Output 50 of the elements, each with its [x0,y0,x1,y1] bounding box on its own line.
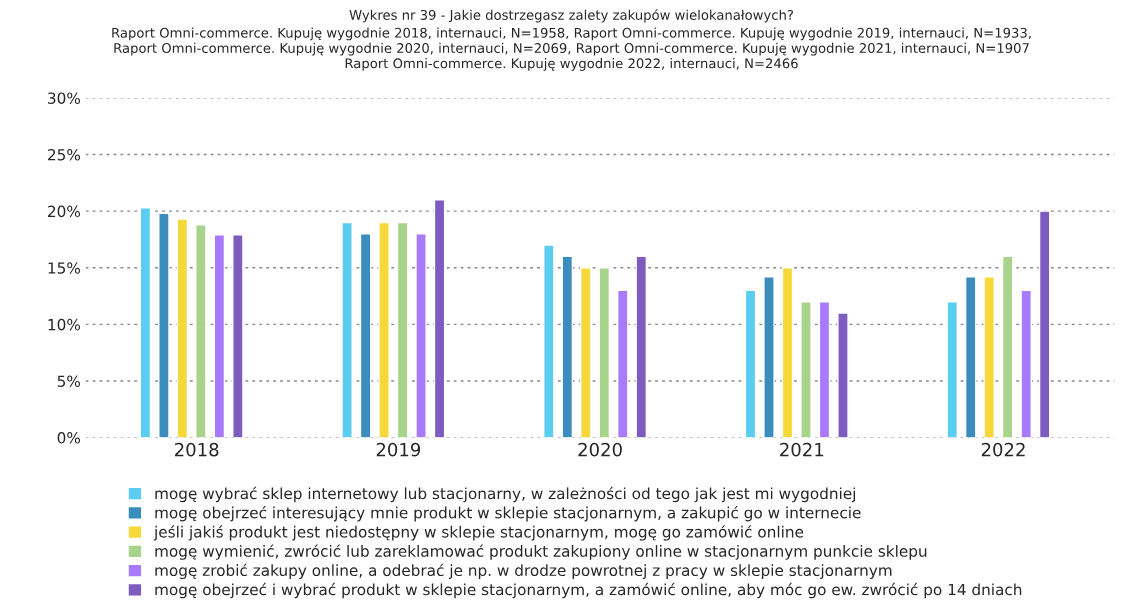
x-tick-label: 2020 [578,442,622,457]
bar [964,276,977,438]
bar [1020,289,1032,438]
bar [837,312,849,438]
legend-label: mogę obejrzeć interesujący mnie produkt w sklepie stacjonarnym, a zakupić go w internecie [155,505,861,522]
y-tick-label: 25% [48,149,81,161]
x-tick-label: 2021 [780,442,824,457]
bar [1001,255,1014,438]
y-tick-label: 15% [48,262,81,274]
y-tick-label: 5% [57,375,81,387]
bar [195,224,207,438]
bar [433,199,446,438]
bar [580,267,592,438]
bar [359,233,372,438]
bar [341,221,353,438]
bar [1038,210,1051,438]
bar [635,255,648,438]
bar [415,233,427,438]
chart-subtitle: Raport Omni-commerce. Kupuję wygodnie 2018, internauci, N=1958, Raport Omni-commerce. Kupuję wygodnie 2019, internauci, N=1933, Raport Omni-commerce. Kupuję wygodnie 2020, internauci, N=2069, Raport Omni-commerce. Kupuję wygodnie 2021, internauci, N=1907 Raport Omni-commerce. Kupuję wygodnie 2022, internauci, N=2466 [112,27,1031,71]
bar [378,221,390,438]
legend-label: mogę zrobić zakupy online, a odebrać je np. w drodze powrotnej z pracy w sklepie stacjonarnym [155,563,892,580]
x-tick-label: 2018 [175,442,219,457]
bar [232,234,244,438]
y-tick-label: 10% [48,318,81,331]
y-tick-label: 0% [57,432,81,444]
bar [598,267,611,438]
bar [561,255,574,438]
bar [176,218,189,438]
bar [616,289,629,438]
bar [781,267,794,438]
bar [396,221,409,438]
legend-label: mogę wymienić, zwrócić lub zareklamować produkt zakupiony online w stacjonarnym punkcie sklepu [155,544,927,560]
bar [543,244,555,438]
chart-title: Wykres nr 39 - Jakie dostrzegasz zalety zakupów wielokanałowych? [349,9,793,23]
bar [744,289,757,438]
bar [763,276,775,438]
x-tick-label: 2019 [376,442,421,457]
bar [139,207,152,438]
bar [158,212,170,438]
bar [946,301,958,438]
bar [983,276,995,438]
legend-label: mogę wybrać sklep internetowy lub stacjonarny, w zależności od tego jak jest mi wygodniej [155,486,856,503]
x-tick-label: 2022 [981,442,1025,457]
bar [213,234,226,438]
legend-label: jeśli jakiś produkt jest niedostępny w sklepie stacjonarnym, mogę go zamówić online [153,525,804,541]
bar [818,301,831,438]
bar [800,301,812,438]
legend-label: mogę obejrzeć i wybrać produkt w sklepie stacjonarnym, a zamówić online, aby móc go ew. zwrócić po 14 dniach [155,582,1022,599]
y-tick-label: 30% [48,92,81,104]
y-tick-label: 20% [48,205,81,218]
